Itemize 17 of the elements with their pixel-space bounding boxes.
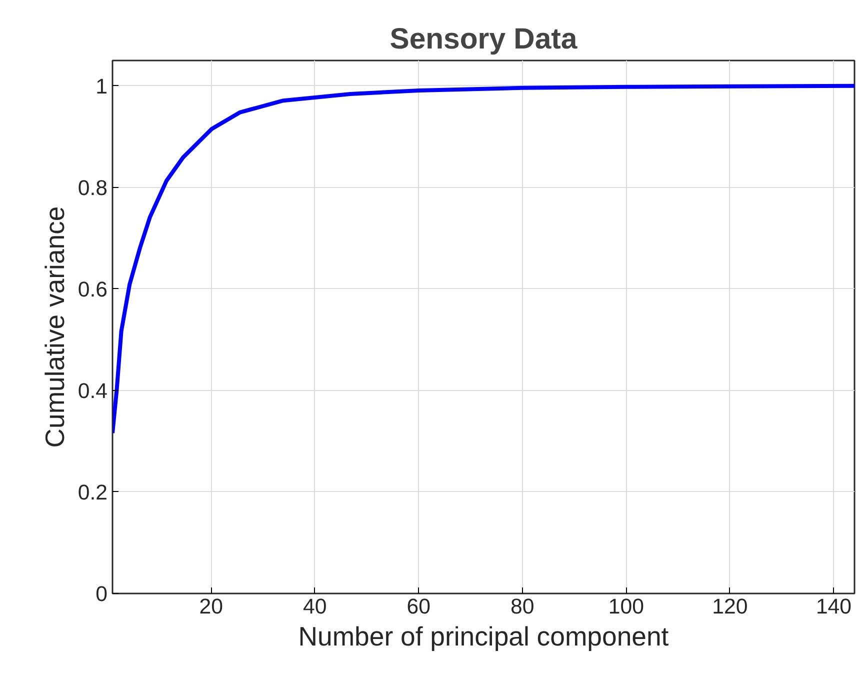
chart-title: Sensory Data [390, 22, 578, 56]
y-tick-label: 0 [96, 582, 108, 606]
y-tick-label: 0.6 [78, 277, 108, 302]
y-tick-label: 1 [96, 74, 108, 98]
line-series [112, 84, 854, 436]
x-tick-label: 60 [406, 594, 431, 618]
x-axis-title: Number of principal component [298, 622, 670, 652]
x-tick-label: 100 [608, 594, 644, 618]
x-tick-label: 40 [303, 594, 327, 618]
x-tick-label: 20 [199, 594, 224, 618]
x-tick-label: 80 [510, 594, 534, 618]
y-tick-label: 0.8 [78, 176, 108, 200]
y-tick-label: 0.2 [78, 480, 108, 504]
x-tick-label: 120 [712, 594, 748, 618]
y-tick-label: 0.4 [78, 378, 108, 403]
x-tick-label: 140 [816, 594, 852, 618]
y-axis-title: Cumulative variance [40, 206, 70, 448]
